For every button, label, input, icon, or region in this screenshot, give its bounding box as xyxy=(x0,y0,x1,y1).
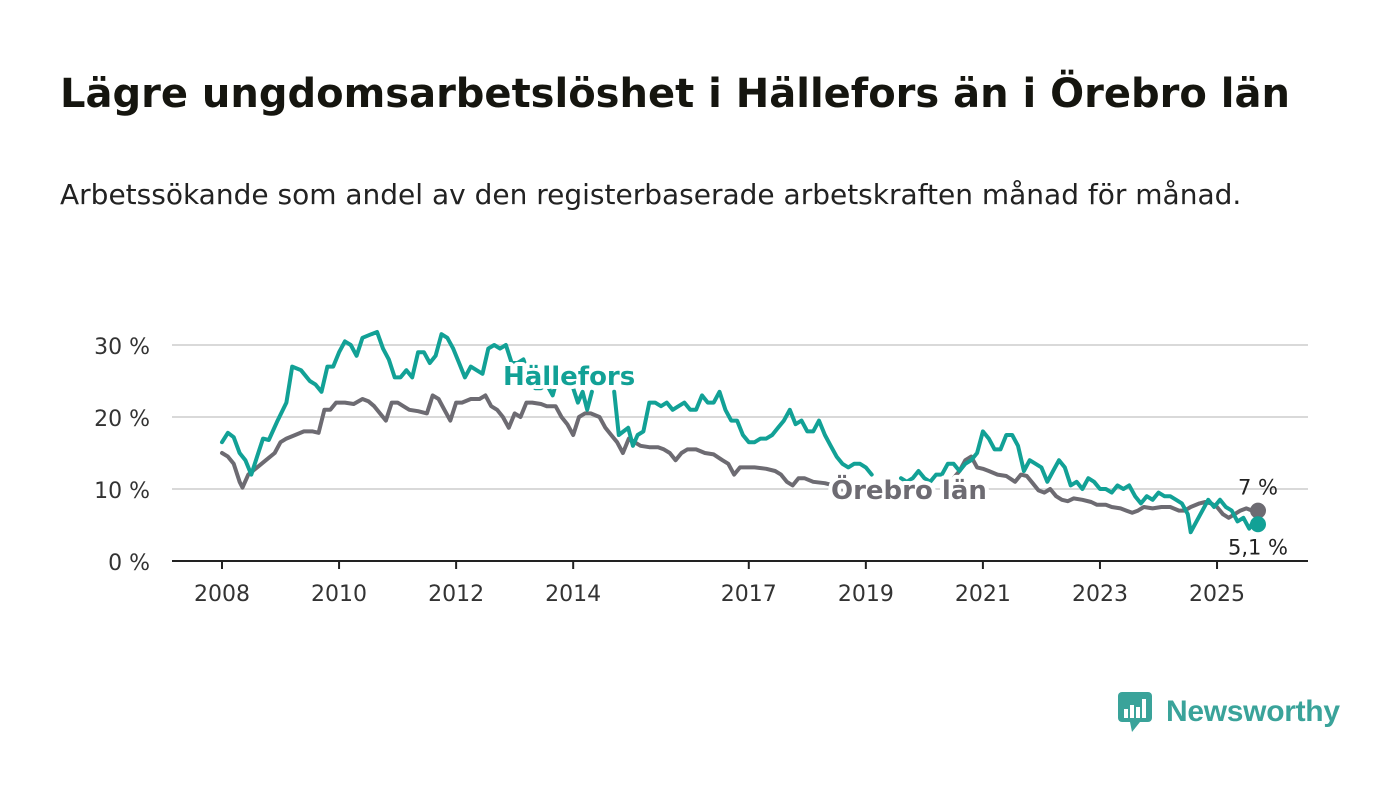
end-label-orebro-lan: 7 % xyxy=(1238,476,1278,500)
series-end-dot-orebro-lan xyxy=(1250,502,1266,519)
x-tick-label: 2025 xyxy=(1189,582,1245,607)
x-tick-label: 2010 xyxy=(311,582,367,607)
chart-title: Lägre ungdomsarbetslöshet i Hällefors än… xyxy=(60,71,1290,117)
series-line-hallefors xyxy=(220,330,567,477)
series-label-hallefors: Hällefors xyxy=(503,362,635,392)
y-tick-label: 0 % xyxy=(108,551,150,576)
x-tick-label: 2019 xyxy=(838,582,894,607)
y-tick-label: 10 % xyxy=(94,479,150,504)
newsworthy-logo-icon xyxy=(1118,692,1152,732)
x-axis: 2008 2010 2012 2014 2017 2019 2021 2023 2025 xyxy=(172,560,1308,607)
x-tick-label: 2017 xyxy=(721,582,777,607)
series-line-hallefors xyxy=(899,429,1260,535)
chart-subtitle: Arbetssökande som andel av den registerb… xyxy=(60,178,1242,211)
series-label-orebro-lan: Örebro län xyxy=(831,473,987,506)
x-tick-label: 2012 xyxy=(428,582,484,607)
x-tick-label: 2021 xyxy=(955,582,1011,607)
y-tick-label: 20 % xyxy=(94,407,150,432)
series-line-orebro-lan xyxy=(220,393,857,501)
series-line-hallefors xyxy=(571,386,594,412)
series-end-dot-hallefors xyxy=(1250,516,1266,533)
newsworthy-logo: Newsworthy xyxy=(1118,688,1340,736)
x-tick-label: 2023 xyxy=(1072,582,1128,607)
series-lines xyxy=(220,330,1260,535)
x-tick-label: 2014 xyxy=(545,582,601,607)
x-tick-label: 2008 xyxy=(194,582,250,607)
series-label-orebro-lan-halo: Örebro län xyxy=(831,473,987,506)
series-label-hallefors-halo: Hällefors xyxy=(503,362,635,392)
series-line-hallefors xyxy=(612,389,874,477)
y-tick-labels: 0 % 10 % 20 % 30 % xyxy=(94,335,150,576)
y-tick-label: 30 % xyxy=(94,335,150,360)
end-label-hallefors: 5,1 % xyxy=(1228,535,1288,559)
newsworthy-logo-text: Newsworthy xyxy=(1166,695,1340,728)
